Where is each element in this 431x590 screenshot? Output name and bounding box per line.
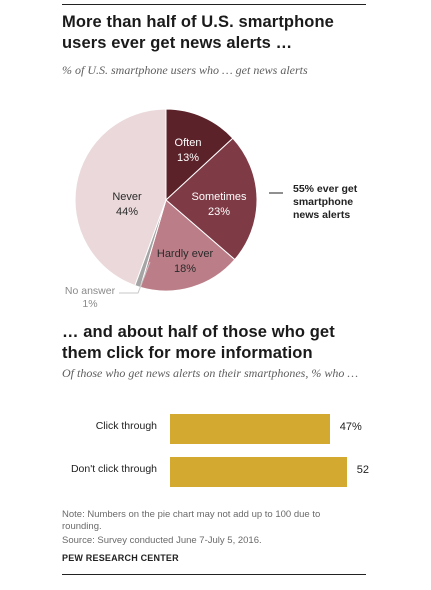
bar-click-through	[170, 414, 330, 444]
pie-label-no-answer-name: No answer	[64, 285, 116, 297]
bar-value-dont-click-through: 52	[356, 464, 370, 476]
pie-callout-line-3: news alerts	[293, 209, 351, 221]
pie-label-no-answer-value: 1%	[82, 298, 98, 310]
pie-label-sometimes-value: 23%	[207, 206, 231, 218]
bar-chart-title: … and about half of those who get them c…	[62, 323, 335, 362]
pie-label-never-name: Never	[112, 191, 142, 203]
pie-label-never: Never 44%	[99, 190, 155, 220]
pie-label-often: Often 13%	[160, 136, 216, 166]
pie-slice-sometimes	[165, 137, 258, 261]
pie-label-never-value: 44%	[115, 206, 139, 218]
pie-label-often-name: Often	[174, 137, 202, 149]
pie-label-sometimes: Sometimes 23%	[184, 190, 254, 220]
top-rule	[62, 4, 366, 5]
pie-slice-hardly-ever	[139, 199, 236, 292]
bar-value-click-through: 47%	[339, 421, 362, 433]
chart-source: Source: Survey conducted June 7-July 5, …	[62, 535, 262, 546]
pie-label-hardly-ever: Hardly ever 18%	[150, 247, 220, 277]
bar-chart-subtitle: Of those who get news alerts on their sm…	[62, 366, 358, 380]
pie-callout-line-2: smartphone	[293, 196, 354, 208]
pie-label-no-answer: No answer 1%	[62, 285, 118, 311]
pie-callout: 55% ever get smartphone news alerts	[293, 183, 383, 222]
pie-slice-never	[74, 108, 167, 287]
pie-label-sometimes-name: Sometimes	[191, 191, 247, 203]
pie-callout-line-1: 55% ever get	[293, 183, 358, 195]
pie-label-often-value: 13%	[176, 152, 200, 164]
pie-label-hardly-ever-name: Hardly ever	[156, 248, 214, 260]
chart-title: More than half of U.S. smartphone users …	[62, 13, 334, 52]
bottom-rule	[62, 574, 366, 575]
pie-slice-often	[165, 108, 234, 202]
bar-label-dont-click-through: Don't click through	[70, 463, 157, 475]
chart-subtitle: % of U.S. smartphone users who … get new…	[62, 63, 308, 77]
pew-logo-text: PEW RESEARCH CENTER	[62, 553, 179, 563]
no-answer-leader-line	[119, 261, 151, 294]
bar-dont-click-through	[170, 457, 347, 487]
bar-label-click-through: Click through	[95, 420, 157, 432]
chart-note: Note: Numbers on the pie chart may not a…	[62, 509, 321, 532]
pie-label-hardly-ever-value: 18%	[173, 263, 197, 275]
